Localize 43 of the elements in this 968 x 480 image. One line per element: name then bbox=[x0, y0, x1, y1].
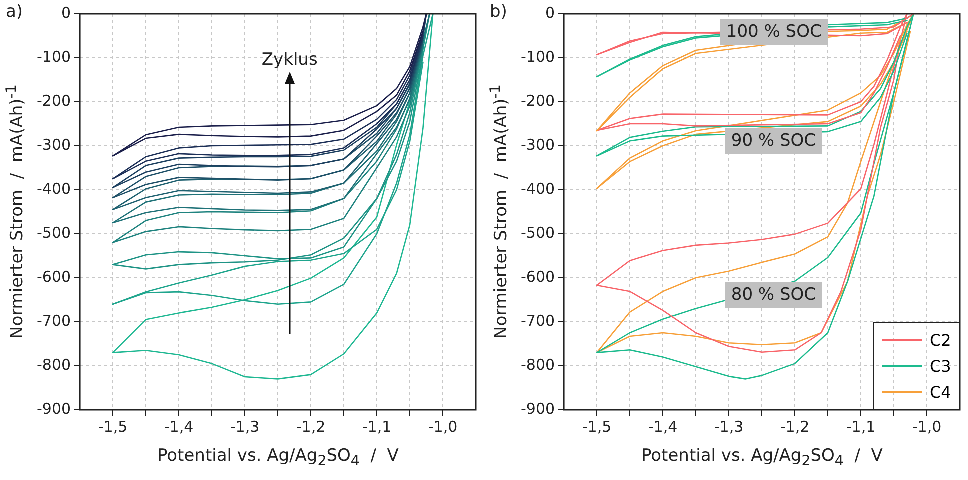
y-tick-label: -800 bbox=[520, 356, 556, 374]
y-tick-label: -600 bbox=[36, 268, 72, 286]
y-tick-label: -900 bbox=[520, 400, 556, 418]
y-tick-label: -600 bbox=[520, 268, 556, 286]
x-tick-label: -1,1 bbox=[362, 418, 392, 436]
x-tick-label: -1,5 bbox=[98, 418, 128, 436]
x-axis-title: Potential vs. Ag/Ag$_{2}$SO$_{4}$ / V bbox=[642, 446, 883, 470]
x-tick-label: -1,3 bbox=[714, 418, 744, 436]
y-tick-label: 0 bbox=[545, 4, 556, 22]
y-tick-label: -700 bbox=[36, 312, 72, 330]
x-tick-label: -1,4 bbox=[648, 418, 678, 436]
y-tick-label: -200 bbox=[36, 92, 72, 110]
y-tick-label: 0 bbox=[61, 4, 72, 22]
y-tick-label: -300 bbox=[36, 136, 72, 154]
y-tick-label: -200 bbox=[520, 92, 556, 110]
x-tick-label: -1,2 bbox=[780, 418, 810, 436]
y-tick-label: -400 bbox=[36, 180, 72, 198]
text: a) bbox=[6, 2, 24, 22]
x-tick-label: -1,2 bbox=[296, 418, 326, 436]
y-tick-label: -500 bbox=[36, 224, 72, 242]
y-tick-label: -400 bbox=[520, 180, 556, 198]
y-tick-label: -900 bbox=[36, 400, 72, 418]
x-tick-label: -1,3 bbox=[230, 418, 260, 436]
x-axis-title: Potential vs. Ag/Ag$_{2}$SO$_{4}$ / V bbox=[158, 446, 399, 470]
y-tick-label: -100 bbox=[36, 48, 72, 66]
x-tick-label: -1,5 bbox=[582, 418, 612, 436]
x-tick-label: -1,0 bbox=[428, 418, 458, 436]
x-tick-label: -1,1 bbox=[846, 418, 876, 436]
annotation: 90 % SOC bbox=[725, 128, 822, 154]
legend-label: C3 bbox=[930, 356, 952, 376]
y-tick-label: -500 bbox=[520, 224, 556, 242]
y-tick-label: -300 bbox=[520, 136, 556, 154]
annotation: Zyklus bbox=[262, 50, 318, 70]
y-tick-label: -100 bbox=[520, 48, 556, 66]
x-tick-label: -1,4 bbox=[164, 418, 194, 436]
annotation: 100 % SOC bbox=[720, 18, 828, 45]
legend-label: C4 bbox=[930, 382, 952, 402]
annotation: 80 % SOC bbox=[725, 282, 822, 308]
legend-label: C2 bbox=[930, 330, 952, 350]
x-tick-label: -1,0 bbox=[912, 418, 942, 436]
text: b) bbox=[490, 2, 508, 22]
y-tick-label: -700 bbox=[520, 312, 556, 330]
y-tick-label: -800 bbox=[36, 356, 72, 374]
